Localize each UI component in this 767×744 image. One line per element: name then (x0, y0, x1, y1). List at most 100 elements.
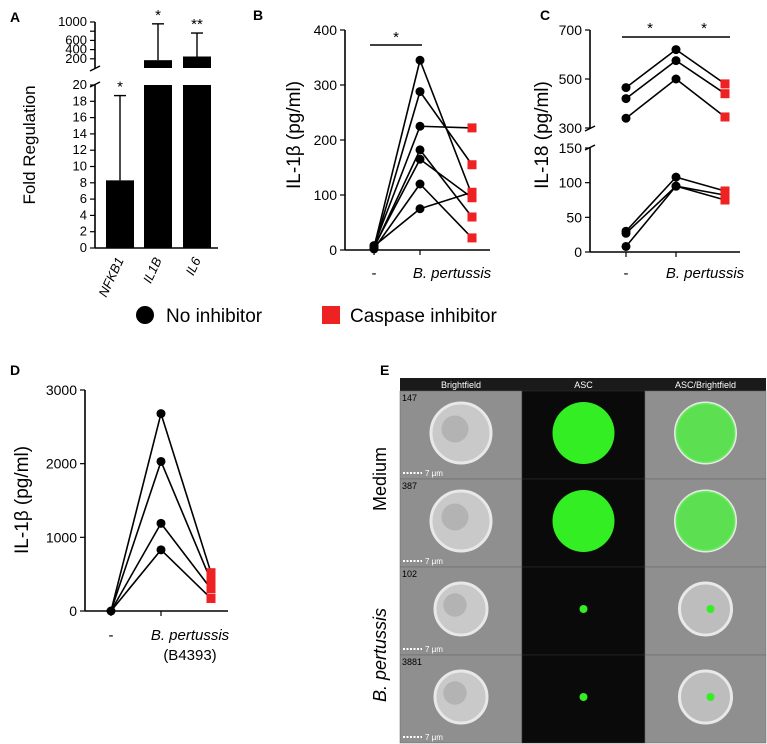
panel-c-upper-point-bp (671, 45, 681, 55)
legend-no-inhibitor-marker (136, 306, 154, 324)
panel-d-point-caspase (206, 584, 216, 594)
panel-a-ytick-label: 200 (65, 51, 87, 66)
panel-c-lower-point-bp (671, 181, 681, 191)
panel-c-upper-point-medium (621, 113, 631, 123)
panel-c-upper-point-caspase (720, 79, 730, 89)
panel-c-upper-point-caspase (720, 112, 730, 122)
panel-e-asc-diffuse (552, 490, 615, 552)
panel-d-caspase-line (160, 461, 212, 582)
panel-c-upper-point-bp (671, 74, 681, 84)
panel-d-point-caspase (206, 593, 216, 603)
panel-d-scatter: IL-1β (pg/ml) 0 1000 2000 3000 - B. pertussis… (12, 382, 230, 664)
panel-d-point-caspase (206, 576, 216, 586)
panel-b-ytick-label: 200 (314, 132, 338, 148)
panel-a-bar (183, 85, 211, 248)
panel-e-column-header: ASC/Brightfield (675, 380, 736, 390)
panel-d-no-inhibitor-line (110, 461, 162, 612)
panel-d-point-medium (106, 606, 116, 616)
panel-e-scale-label: 7 μm (425, 645, 443, 654)
panel-b-no-inhibitor-line (373, 183, 421, 250)
panel-c-xtick-label: B. pertussis (666, 265, 745, 282)
panel-c-scatter: IL-18 (pg/ml) 300 500 700 0 50 100 150 - B. pert… (532, 20, 745, 282)
panel-b-ytick-label: 100 (314, 187, 338, 203)
panel-e-asc-speck (579, 693, 588, 701)
panel-a-xtick-label: IL6 (182, 254, 204, 277)
panel-d-point-bp (156, 456, 166, 466)
panel-e-cell-id: 3881 (402, 657, 422, 667)
panel-e-row-label: B. pertussis (370, 608, 390, 702)
panel-b-point-bp (415, 55, 425, 65)
panel-c-ytick-label: 150 (559, 140, 583, 156)
panel-c-significance: * (647, 20, 653, 37)
panel-a-ytick-label: 16 (73, 110, 87, 125)
panel-e-brightfield-texture (441, 503, 469, 531)
panel-c-upper-line (625, 77, 726, 119)
panel-b-caspase-line (419, 191, 473, 210)
panel-d-caspase-line (160, 549, 212, 600)
panel-b-point-medium (369, 241, 379, 251)
panel-b-point-bp (415, 179, 425, 189)
panel-a-ytick-label: 0 (80, 240, 87, 255)
panel-b-significance: * (393, 29, 399, 46)
panel-d-no-inhibitor-line (110, 522, 162, 612)
panel-c-lower-point-bp (671, 172, 681, 182)
legend-caspase-marker (322, 306, 340, 324)
panel-c-ytick-label: 500 (559, 71, 583, 87)
panel-e-merge-speck (706, 693, 715, 701)
panel-c-ytick-label: 50 (566, 209, 582, 225)
panel-e-cell-id: 102 (402, 569, 417, 579)
panel-c-upper-point-caspase (720, 89, 730, 99)
panel-b-ytick-label: 0 (329, 242, 337, 258)
panel-b-no-inhibitor-line (373, 60, 421, 248)
panel-e-cell-id: 387 (402, 481, 417, 491)
panel-c-upper-point-medium (621, 83, 631, 93)
panel-e-merge-cell-body (678, 581, 733, 637)
panel-a-ytick-label: 6 (80, 191, 87, 206)
panel-d-no-inhibitor-line (110, 413, 162, 612)
panel-c-lower-point-medium (621, 228, 631, 238)
panel-d-xtick-label: - (109, 627, 114, 644)
panel-a-ytick-label: 20 (73, 77, 87, 92)
panel-e-row-label: Medium (370, 447, 390, 511)
panel-d-caspase-line (160, 413, 212, 573)
panel-c-lower-point-caspase (720, 190, 730, 200)
panel-c-significance: * (701, 20, 707, 37)
panel-e-image-grid: Brightfield ASC ASC/Brightfield 147 7 μm 387 7… (370, 378, 767, 744)
panel-d-xtick-label: B. pertussis (151, 627, 230, 644)
legend-caspase-label: Caspase inhibitor (350, 306, 497, 327)
panel-d-point-bp (156, 409, 166, 419)
panel-e-brightfield-texture (441, 415, 469, 443)
panel-e-merge-speck (706, 605, 715, 613)
panel-d-point-caspase (206, 568, 216, 578)
legend: No inhibitor Caspase inhibitor (136, 306, 497, 327)
panel-a-ytick-label: 600 (65, 32, 87, 47)
panel-b-xtick-label: - (372, 265, 377, 282)
panel-e-scale-label: 7 μm (425, 557, 443, 566)
panel-b-caspase-line (419, 149, 473, 218)
panel-a-xtick-label: NFKB1 (95, 255, 126, 299)
panel-b-ytick-label: 400 (314, 22, 338, 38)
panel-label-c: C (540, 7, 550, 23)
panel-c-ytick-label: 100 (559, 175, 583, 191)
panel-c-ytick-label: 0 (574, 244, 582, 260)
panel-d-ytick-label: 1000 (46, 529, 77, 545)
panel-a-ytick-label: 10 (73, 159, 87, 174)
panel-b-caspase-line (419, 158, 473, 199)
panel-b-scatter: IL-1β (pg/ml) 0 100 200 300 400 - B. pertussis… (284, 22, 492, 282)
panel-e-column-header: ASC (574, 380, 593, 390)
panel-e-scale-label: 7 μm (425, 733, 443, 742)
panel-a-significance: * (117, 79, 123, 96)
panel-d-ytick-label: 2000 (46, 456, 77, 472)
panel-b-ytick-label: 300 (314, 77, 338, 93)
panel-b-point-caspase (467, 193, 477, 203)
panel-c-lower-line (625, 185, 726, 234)
panel-c-lower-point-caspase (720, 195, 730, 205)
panel-e-scale-label: 7 μm (425, 469, 443, 478)
panel-c-ytick-label: 300 (559, 120, 583, 136)
panel-a-xtick-label: IL1B (140, 255, 165, 286)
panel-a-ytick-label: 12 (73, 142, 87, 157)
legend-no-inhibitor-label: No inhibitor (166, 306, 263, 327)
panel-d-ytick-label: 3000 (46, 382, 77, 398)
panel-label-b: B (253, 7, 263, 23)
panel-d-ytick-label: 0 (69, 603, 77, 619)
